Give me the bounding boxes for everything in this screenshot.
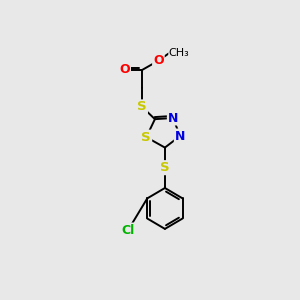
Text: O: O	[153, 54, 164, 67]
Text: S: S	[160, 161, 170, 174]
Text: O: O	[119, 64, 130, 76]
Text: S: S	[137, 100, 147, 113]
Text: N: N	[168, 112, 178, 124]
Text: CH₃: CH₃	[169, 48, 190, 58]
Text: S: S	[142, 131, 151, 144]
Text: Cl: Cl	[122, 224, 135, 236]
Text: N: N	[175, 130, 185, 142]
